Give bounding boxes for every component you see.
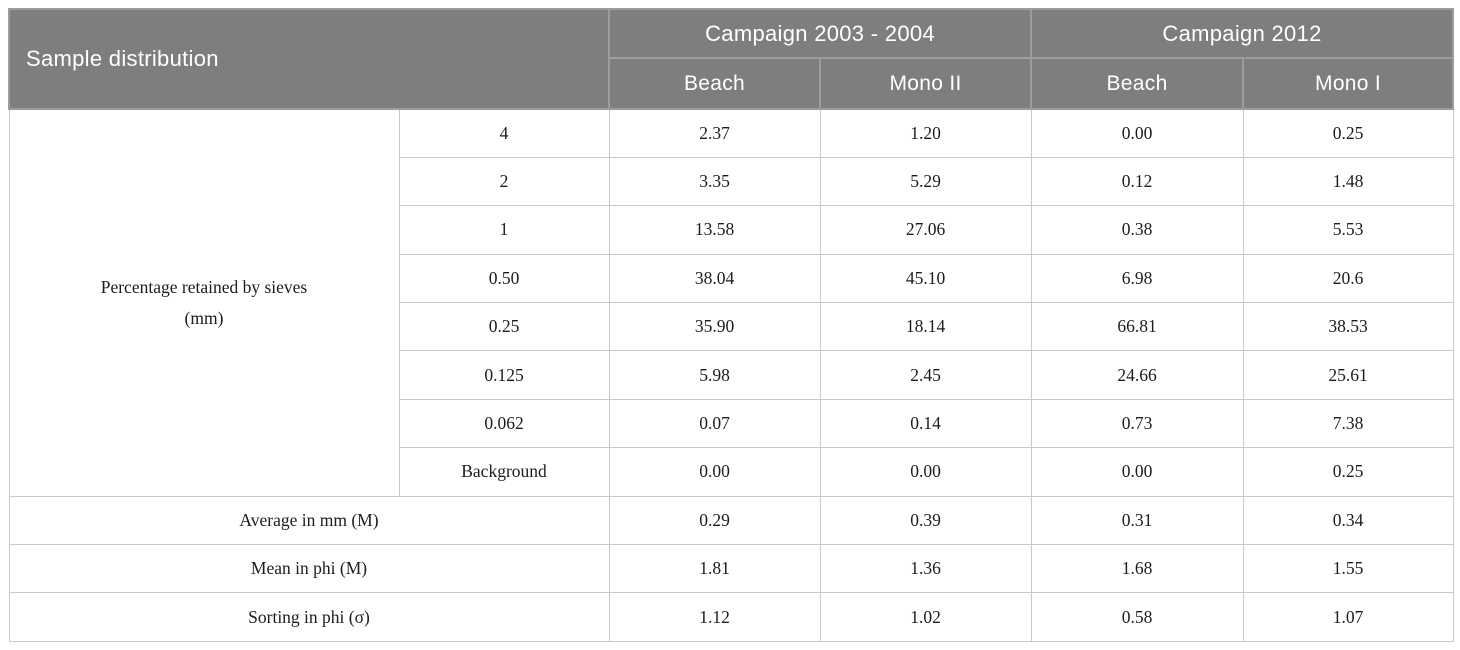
sieve-row: 0.25 35.90 18.14 66.81 38.53	[9, 302, 1454, 352]
value-cell: 0.73	[1030, 398, 1244, 449]
value-cell: 3.35	[608, 156, 821, 207]
header-campaign-2003-2004: Campaign 2003 - 2004	[608, 8, 1033, 59]
value-cell: 0.12	[1030, 156, 1244, 207]
sieve-size-cell: 0.062	[398, 398, 610, 449]
value-cell: 13.58	[608, 205, 821, 255]
sieve-size-cell: 0.50	[398, 253, 610, 304]
value-cell: 45.10	[819, 253, 1032, 304]
sieve-size-cell: 2	[398, 156, 610, 207]
value-cell: 0.34	[1242, 495, 1454, 546]
value-cell: 6.98	[1030, 253, 1244, 304]
header-row-sites: Beach Mono II Beach Mono I	[9, 57, 1455, 110]
value-cell: 0.58	[1030, 592, 1244, 642]
sieve-row: 2 3.35 5.29 0.12 1.48	[9, 156, 1454, 207]
sieve-row: Percentage retained by sieves (mm) 4 2.37 1.…	[8, 108, 1454, 497]
sieve-row: 0.50 38.04 45.10 6.98 20.6	[9, 253, 1454, 304]
value-cell: 0.00	[819, 447, 1032, 497]
value-cell: 2.37	[608, 108, 821, 158]
sieve-size-cell: 4	[398, 108, 610, 158]
value-cell: 0.25	[1242, 447, 1454, 497]
value-cell: 1.20	[819, 108, 1032, 158]
header-mono-i: Mono I	[1242, 57, 1455, 110]
value-cell: 0.39	[819, 495, 1032, 546]
value-cell: 0.25	[1242, 108, 1454, 158]
value-cell: 5.98	[608, 350, 821, 400]
summary-label-cell: Mean in phi (M)	[8, 544, 610, 594]
value-cell: 0.14	[819, 398, 1032, 449]
summary-label-cell: Average in mm (M)	[8, 495, 610, 546]
sieve-size-cell: 1	[398, 205, 610, 255]
header-mono-ii: Mono II	[819, 57, 1033, 110]
header-row-campaigns: Sample distribution Campaign 2003 - 2004…	[7, 8, 1455, 110]
value-cell: 38.53	[1242, 302, 1454, 352]
sample-distribution-table: Sample distribution Campaign 2003 - 2004…	[7, 8, 1455, 642]
summary-row: Average in mm (M) 0.29 0.39 0.31 0.34	[8, 495, 1454, 546]
value-cell: 24.66	[1030, 350, 1244, 400]
sieve-section-label: Percentage retained by sieves (mm)	[8, 108, 400, 497]
sieve-section-label-line: (mm)	[184, 307, 224, 328]
sieve-size-cell: Background	[398, 447, 610, 497]
header-campaign-2012: Campaign 2012	[1030, 8, 1455, 59]
value-cell: 0.31	[1030, 495, 1244, 546]
value-cell: 1.81	[608, 544, 821, 594]
sieve-size-cell: 0.125	[398, 350, 610, 400]
header-beach-2003-2004: Beach	[608, 57, 822, 110]
value-cell: 7.38	[1242, 398, 1454, 449]
value-cell: 0.00	[1030, 447, 1244, 497]
summary-row: Sorting in phi (σ) 1.12 1.02 0.58 1.07	[8, 592, 1454, 642]
value-cell: 0.29	[608, 495, 821, 546]
value-cell: 66.81	[1030, 302, 1244, 352]
summary-label-cell: Sorting in phi (σ)	[8, 592, 610, 642]
value-cell: 18.14	[819, 302, 1032, 352]
corner-header-sample-distribution: Sample distribution	[7, 8, 611, 110]
value-cell: 0.38	[1030, 205, 1244, 255]
table-body: Percentage retained by sieves (mm) 4 2.37 1.…	[8, 108, 1454, 642]
sieve-row: 0.062 0.07 0.14 0.73 7.38	[9, 398, 1454, 449]
value-cell: 27.06	[819, 205, 1032, 255]
value-cell: 1.07	[1242, 592, 1454, 642]
value-cell: 2.45	[819, 350, 1032, 400]
table-header: Sample distribution Campaign 2003 - 2004…	[7, 8, 1455, 110]
sieve-row: Background 0.00 0.00 0.00 0.25	[9, 447, 1454, 497]
value-cell: 5.53	[1242, 205, 1454, 255]
value-cell: 35.90	[608, 302, 821, 352]
sieve-section-label-line: Percentage retained by sieves	[100, 277, 308, 298]
sieve-size-cell: 0.25	[398, 302, 610, 352]
summary-row: Mean in phi (M) 1.81 1.36 1.68 1.55	[8, 544, 1454, 594]
value-cell: 0.00	[1030, 108, 1244, 158]
value-cell: 1.36	[819, 544, 1032, 594]
value-cell: 5.29	[819, 156, 1032, 207]
header-beach-2012: Beach	[1030, 57, 1245, 110]
value-cell: 1.55	[1242, 544, 1454, 594]
value-cell: 0.07	[608, 398, 821, 449]
value-cell: 1.02	[819, 592, 1032, 642]
value-cell: 20.6	[1242, 253, 1454, 304]
value-cell: 0.00	[608, 447, 821, 497]
sieve-row: 1 13.58 27.06 0.38 5.53	[9, 205, 1454, 255]
value-cell: 38.04	[608, 253, 821, 304]
value-cell: 1.68	[1030, 544, 1244, 594]
value-cell: 1.48	[1242, 156, 1454, 207]
value-cell: 1.12	[608, 592, 821, 642]
value-cell: 25.61	[1242, 350, 1454, 400]
